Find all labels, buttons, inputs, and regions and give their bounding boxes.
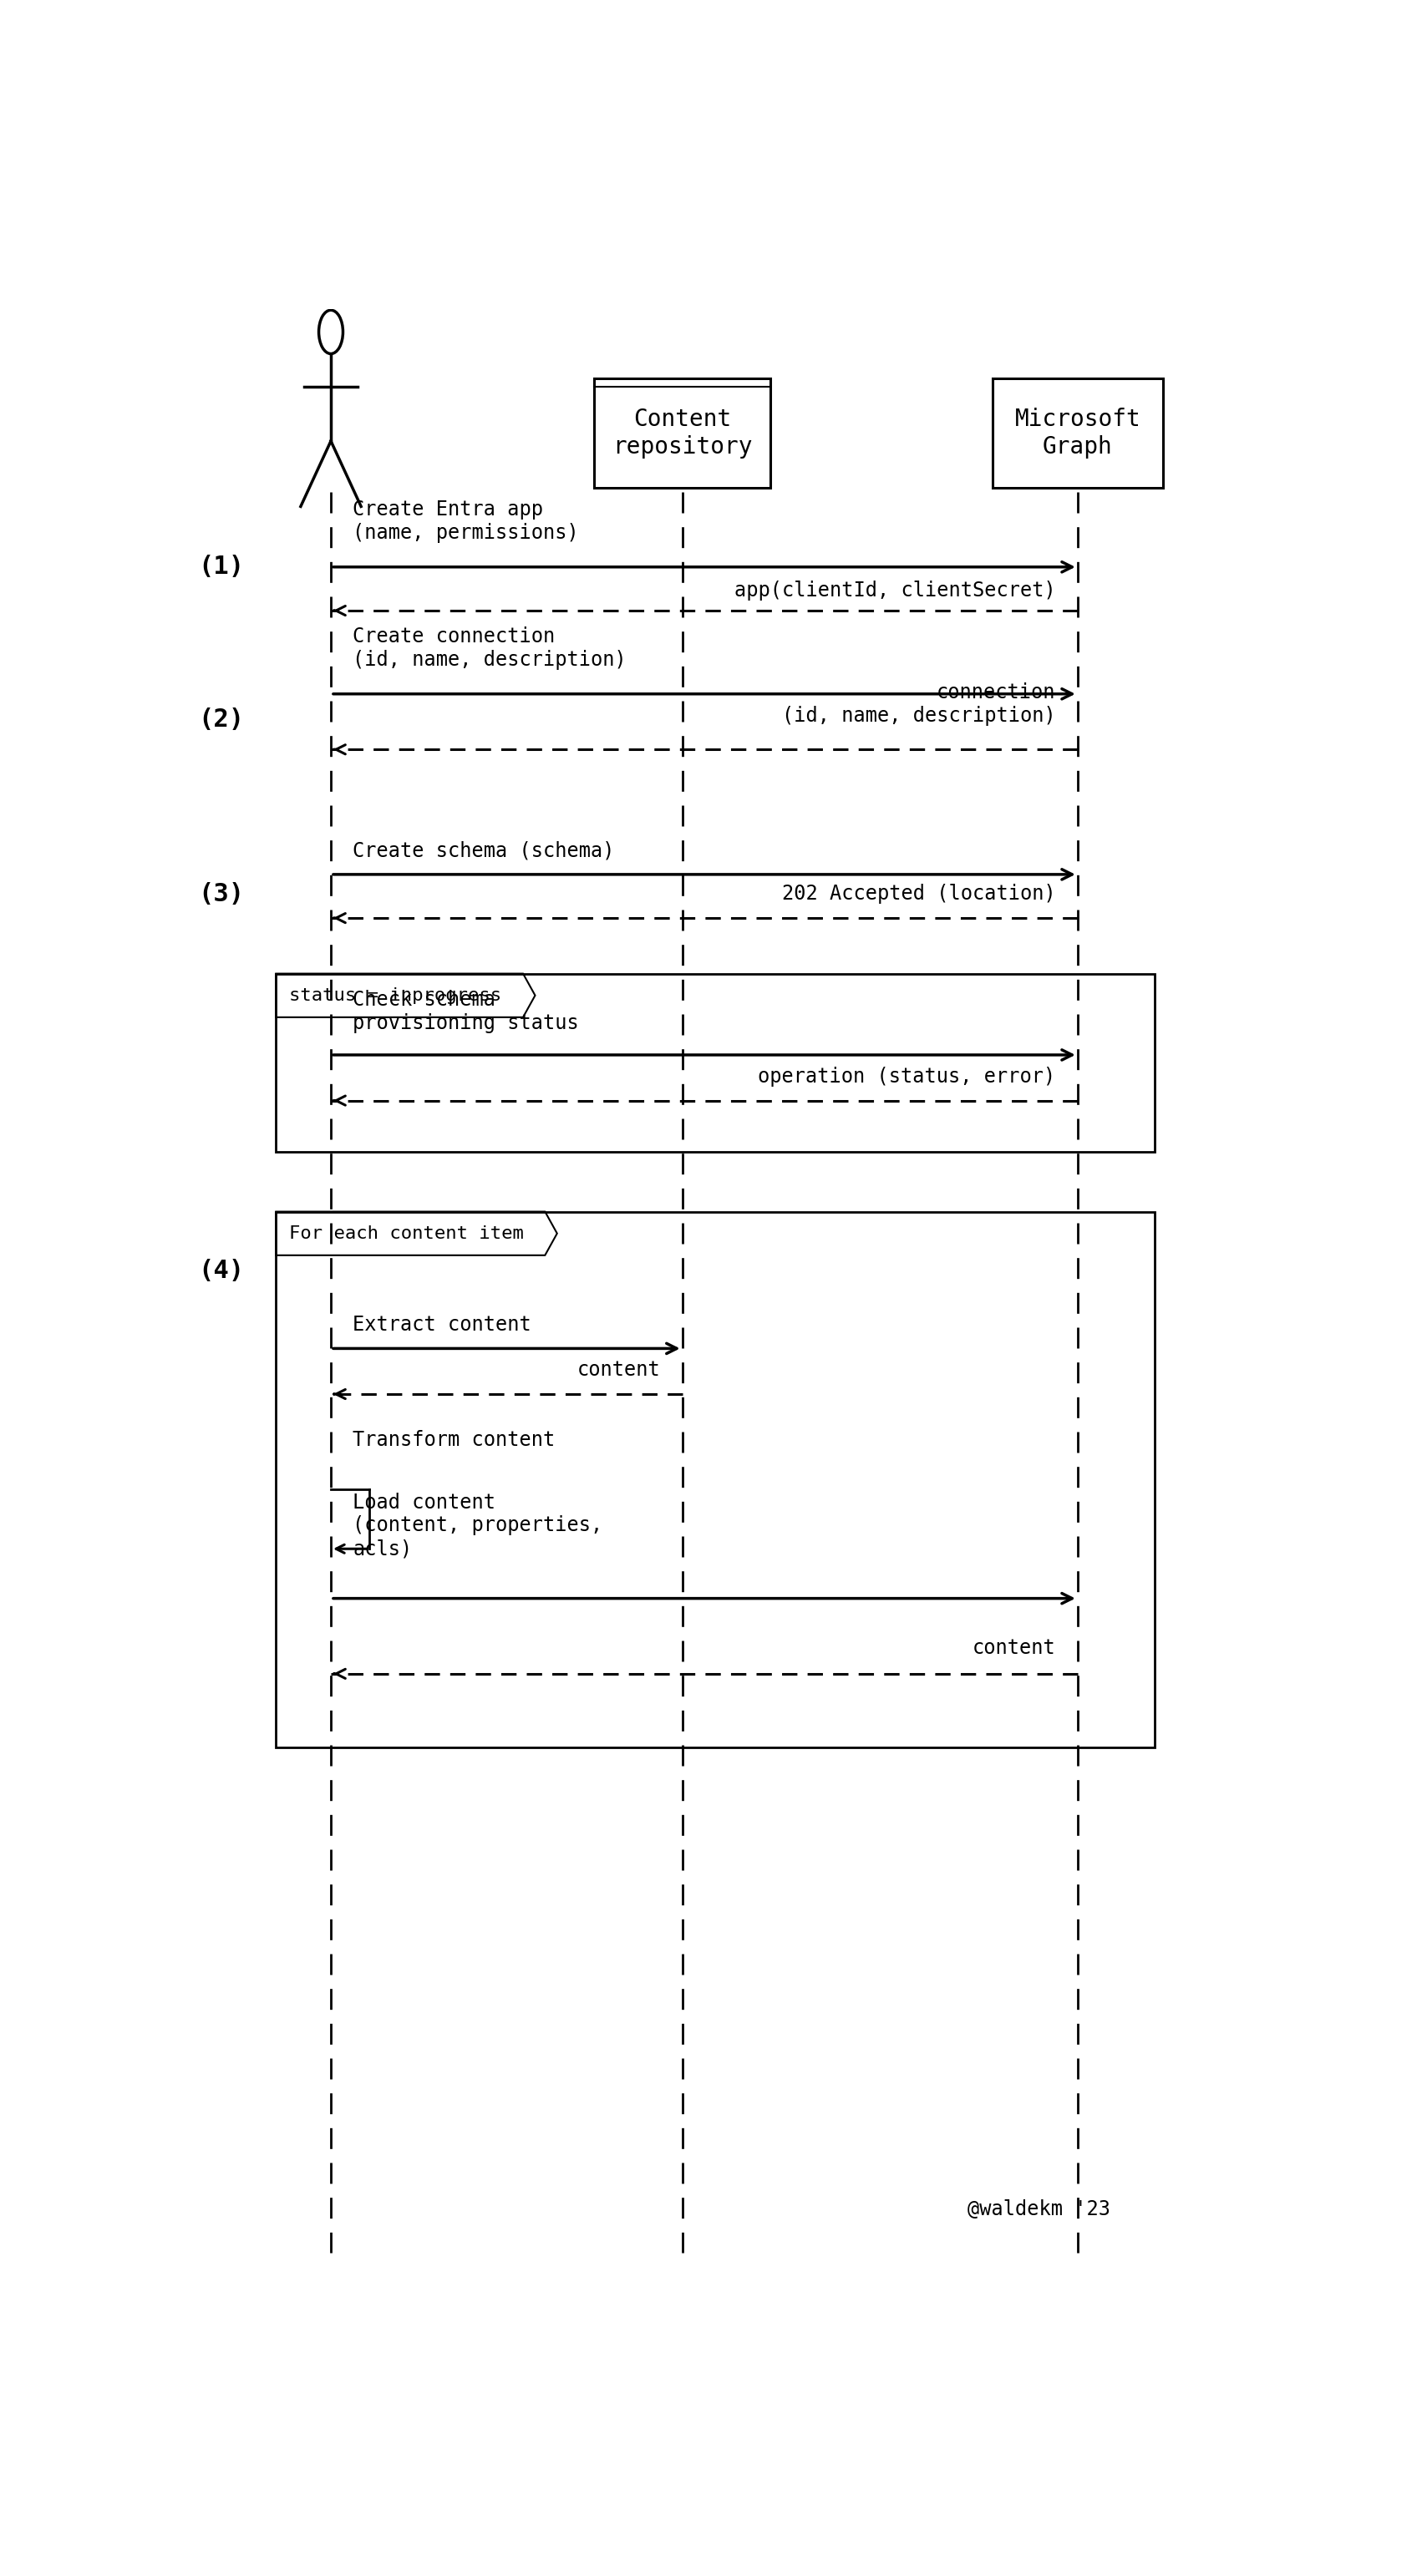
Text: Load content
(content, properties,
acls): Load content (content, properties, acls) (353, 1492, 602, 1558)
Text: (1): (1) (198, 554, 244, 580)
Text: 202 Accepted (location): 202 Accepted (location) (782, 884, 1056, 904)
Text: @waldekm '23: @waldekm '23 (968, 2200, 1111, 2221)
Text: operation (status, error): operation (status, error) (758, 1066, 1056, 1087)
Text: (2): (2) (198, 708, 244, 732)
Text: For each content item: For each content item (289, 1226, 524, 1242)
Text: Create Entra app
(name, permissions): Create Entra app (name, permissions) (353, 500, 580, 544)
Text: content: content (972, 1638, 1056, 1659)
Text: Transform content: Transform content (353, 1430, 555, 1450)
Text: (4): (4) (198, 1260, 244, 1283)
Text: content: content (577, 1360, 660, 1381)
Text: connection
(id, name, description): connection (id, name, description) (782, 683, 1056, 726)
FancyBboxPatch shape (595, 379, 771, 487)
Text: Create connection
(id, name, description): Create connection (id, name, description… (353, 626, 626, 670)
FancyBboxPatch shape (992, 379, 1163, 487)
Text: Content
repository: Content repository (612, 407, 752, 459)
Text: (3): (3) (198, 881, 244, 907)
Text: app(clientId, clientSecret): app(clientId, clientSecret) (734, 580, 1056, 600)
Text: Create schema (schema): Create schema (schema) (353, 840, 615, 860)
Text: Microsoft
Graph: Microsoft Graph (1015, 407, 1141, 459)
Text: Extract content: Extract content (353, 1314, 531, 1334)
Text: status = inprogress: status = inprogress (289, 987, 502, 1005)
Text: Check schema
provisioning status: Check schema provisioning status (353, 989, 580, 1033)
